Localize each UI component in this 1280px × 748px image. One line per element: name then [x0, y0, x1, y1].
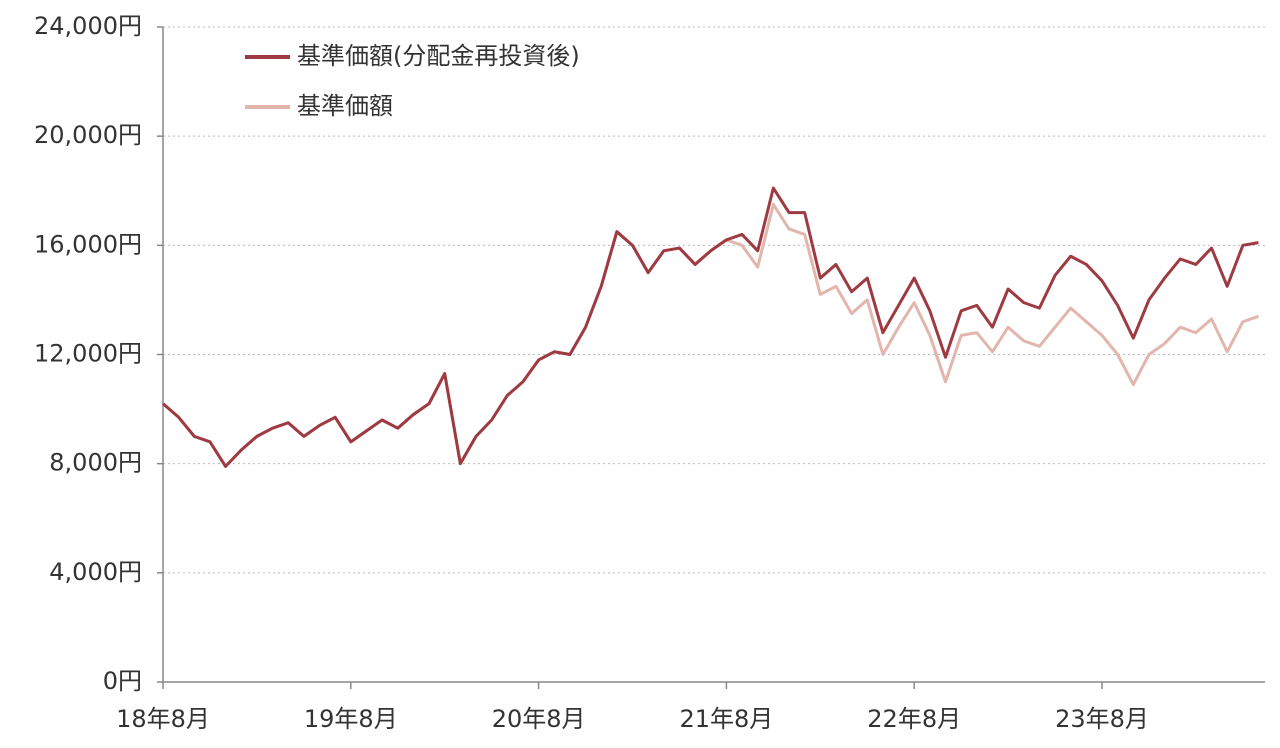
x-tick-label: 23年8月: [1055, 705, 1149, 733]
series-line: [162, 186, 1259, 468]
series-line: [162, 202, 1259, 468]
legend-label: 基準価額(分配金再投資後): [297, 42, 580, 70]
y-tick-label: 4,000円: [49, 558, 142, 586]
x-tick-label: 20年8月: [492, 705, 586, 733]
y-tick-label: 0円: [103, 667, 142, 695]
legend-label: 基準価額: [297, 92, 393, 120]
y-tick-label: 24,000円: [34, 12, 142, 40]
x-tick-label: 21年8月: [679, 705, 773, 733]
y-tick-label: 12,000円: [34, 340, 142, 368]
x-tick-label: 19年8月: [304, 705, 398, 733]
y-tick-label: 20,000円: [34, 121, 142, 149]
x-tick-label: 18年8月: [116, 705, 210, 733]
x-tick-label: 22年8月: [867, 705, 961, 733]
y-tick-label: 16,000円: [34, 230, 142, 258]
y-tick-label: 8,000円: [49, 449, 142, 477]
